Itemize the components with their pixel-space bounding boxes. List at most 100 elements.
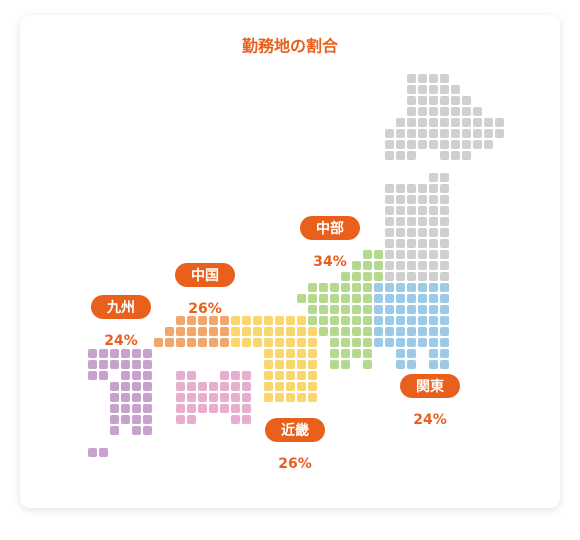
dot: [440, 228, 449, 237]
dot: [99, 349, 108, 358]
dot: [132, 360, 141, 369]
dot: [231, 382, 240, 391]
dot: [198, 393, 207, 402]
share-unit: %: [208, 301, 222, 317]
region-share: 24%: [413, 412, 447, 428]
dot: [231, 393, 240, 402]
dot: [308, 316, 317, 325]
dot: [286, 327, 295, 336]
dot: [220, 316, 229, 325]
dot: [198, 327, 207, 336]
dot: [418, 129, 427, 138]
dot: [176, 404, 185, 413]
dot: [418, 283, 427, 292]
dot: [99, 448, 108, 457]
dot: [407, 217, 416, 226]
dot: [407, 316, 416, 325]
dot: [264, 382, 273, 391]
dot: [165, 327, 174, 336]
region-share: 34%: [313, 254, 347, 270]
dot: [462, 96, 471, 105]
dot: [121, 349, 130, 358]
dot: [374, 283, 383, 292]
dot: [264, 327, 273, 336]
dot: [121, 415, 130, 424]
dot: [110, 382, 119, 391]
dot: [418, 85, 427, 94]
dot: [418, 74, 427, 83]
dot: [418, 294, 427, 303]
dot: [429, 360, 438, 369]
dot: [99, 360, 108, 369]
dot: [341, 305, 350, 314]
dot: [418, 107, 427, 116]
dot: [330, 316, 339, 325]
dot: [429, 173, 438, 182]
dot: [209, 338, 218, 347]
dot: [363, 327, 372, 336]
dot: [220, 327, 229, 336]
dot: [286, 349, 295, 358]
dot: [451, 140, 460, 149]
dot: [330, 294, 339, 303]
dot: [176, 382, 185, 391]
dot: [330, 360, 339, 369]
dot: [319, 283, 328, 292]
dot: [352, 272, 361, 281]
dot: [385, 250, 394, 259]
dot: [143, 415, 152, 424]
dot: [418, 272, 427, 281]
dot: [242, 371, 251, 380]
dot: [495, 129, 504, 138]
dot: [440, 283, 449, 292]
dot: [308, 327, 317, 336]
share-value: 26: [188, 301, 207, 317]
region-pill: [91, 295, 151, 319]
dot: [275, 393, 284, 402]
dot: [385, 261, 394, 270]
dot: [341, 294, 350, 303]
dot: [385, 129, 394, 138]
dot: [363, 294, 372, 303]
dot: [330, 338, 339, 347]
dot: [451, 118, 460, 127]
region-pill: [175, 263, 235, 287]
dot: [429, 140, 438, 149]
dot: [143, 426, 152, 435]
dot: [440, 294, 449, 303]
dot: [220, 338, 229, 347]
dot: [473, 129, 482, 138]
dot: [418, 239, 427, 248]
dot: [429, 206, 438, 215]
share-value: 34: [313, 254, 333, 270]
dot: [407, 360, 416, 369]
dot: [275, 316, 284, 325]
dot: [231, 415, 240, 424]
dot: [253, 316, 262, 325]
dot: [407, 140, 416, 149]
dot: [396, 228, 405, 237]
dot: [286, 360, 295, 369]
dot: [374, 250, 383, 259]
dot: [264, 349, 273, 358]
dot: [242, 316, 251, 325]
dot: [121, 371, 130, 380]
dot: [143, 360, 152, 369]
dot: [187, 338, 196, 347]
dot: [462, 118, 471, 127]
dot: [330, 305, 339, 314]
dot: [429, 305, 438, 314]
dot: [319, 305, 328, 314]
dot: [440, 349, 449, 358]
dot: [209, 327, 218, 336]
dot: [242, 393, 251, 402]
dot: [88, 349, 97, 358]
dot: [198, 316, 207, 325]
region-share: 26%: [188, 301, 222, 317]
dot: [88, 360, 97, 369]
dot: [385, 272, 394, 281]
dot: [209, 393, 218, 402]
dot: [352, 327, 361, 336]
dot: [429, 338, 438, 347]
